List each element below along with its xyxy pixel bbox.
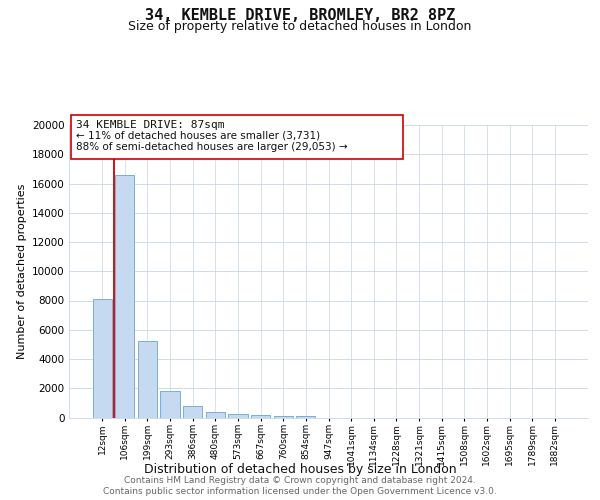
Text: 34, KEMBLE DRIVE, BROMLEY, BR2 8PZ: 34, KEMBLE DRIVE, BROMLEY, BR2 8PZ	[145, 8, 455, 22]
Bar	[229, 414, 248, 418]
Bar	[138, 340, 157, 417]
Bar	[296, 416, 316, 418]
Text: Contains public sector information licensed under the Open Government Licence v3: Contains public sector information licen…	[103, 487, 497, 496]
Text: Contains HM Land Registry data © Crown copyright and database right 2024.: Contains HM Land Registry data © Crown c…	[124, 476, 476, 485]
Bar	[115, 174, 134, 418]
Text: Size of property relative to detached houses in London: Size of property relative to detached ho…	[128, 20, 472, 33]
Text: Distribution of detached houses by size in London: Distribution of detached houses by size …	[143, 462, 457, 475]
Text: 34 KEMBLE DRIVE: 87sqm: 34 KEMBLE DRIVE: 87sqm	[76, 120, 224, 130]
Bar	[92, 299, 112, 418]
Bar	[206, 412, 225, 418]
Bar	[251, 414, 270, 418]
Bar	[274, 416, 293, 418]
Text: 88% of semi-detached houses are larger (29,053) →: 88% of semi-detached houses are larger (…	[76, 142, 347, 152]
Text: ← 11% of detached houses are smaller (3,731): ← 11% of detached houses are smaller (3,…	[76, 131, 320, 141]
Bar	[183, 406, 202, 417]
Bar	[160, 391, 180, 417]
Y-axis label: Number of detached properties: Number of detached properties	[17, 184, 26, 359]
